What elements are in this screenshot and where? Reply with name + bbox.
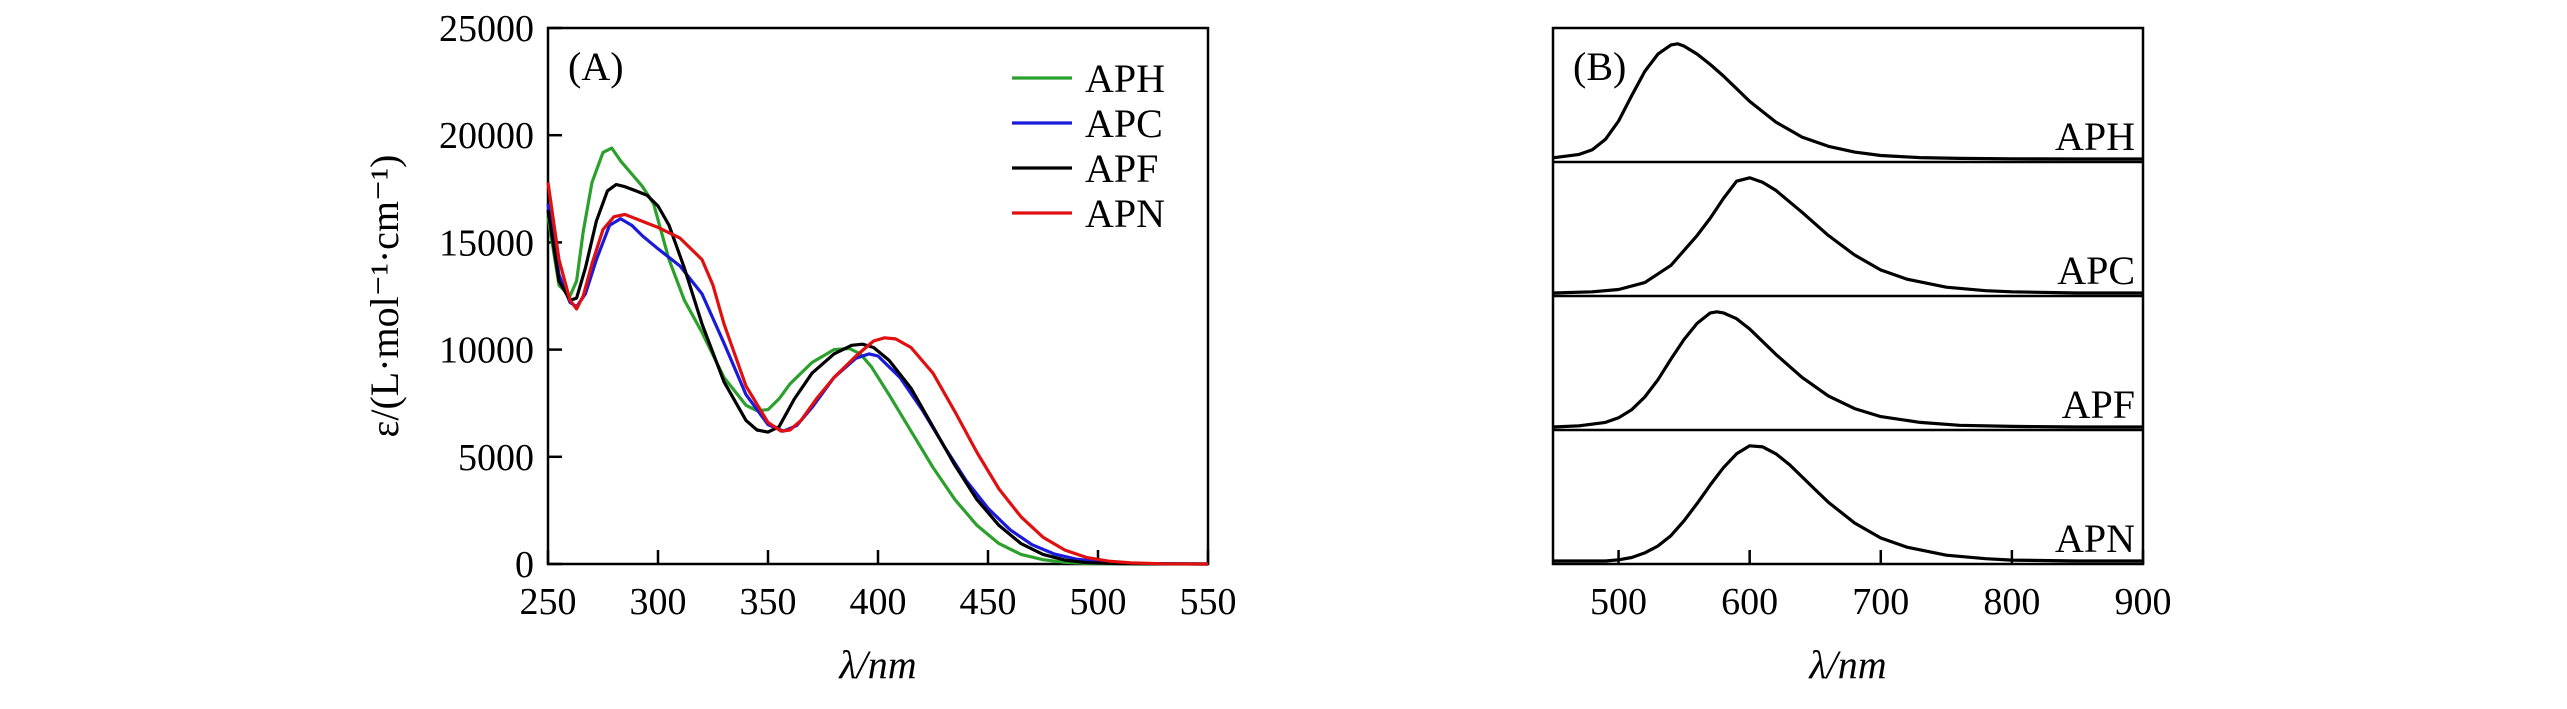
- x-tick-label: 350: [740, 581, 797, 623]
- y-tick-label: 25000: [439, 8, 534, 50]
- legend-label: APN: [1085, 191, 1165, 236]
- panel-label: (A): [568, 44, 624, 89]
- emission-line-apc: [1552, 176, 2143, 295]
- trace-label-aph: APH: [2055, 114, 2135, 159]
- x-tick-label: 600: [1721, 581, 1778, 623]
- trace-label-apf: APF: [2062, 382, 2135, 427]
- x-tick-label: 300: [630, 581, 687, 623]
- series-line-apn: [546, 182, 1209, 566]
- x-tick-label: 400: [850, 581, 907, 623]
- series-line-aph: [546, 146, 1208, 566]
- panel-label: (B): [1573, 44, 1626, 89]
- y-tick-label: 10000: [439, 330, 534, 372]
- x-tick-label: 500: [1070, 581, 1127, 623]
- series-line-apc: [546, 203, 1209, 566]
- x-tick-label: 250: [520, 581, 577, 623]
- y-tick-label: 15000: [439, 222, 534, 264]
- emission-line-aph: [1552, 42, 2143, 161]
- y-tick-label: 5000: [458, 437, 534, 479]
- panel-a-absorption-chart: 250 300 350 400 450 500 550 0 5000 10000 15000 2000…: [362, 8, 1237, 687]
- x-axis-title: λ/nm: [838, 642, 916, 687]
- y-axis-title: ε/(L·mol⁻¹·cm⁻¹): [362, 155, 407, 438]
- x-axis-title: λ/nm: [1808, 642, 1886, 687]
- x-tick-label: 800: [1983, 581, 2040, 623]
- panel-b-emission-chart: 500 600 700 800 900 λ/nm (B) APH APC APF APN: [1551, 26, 2172, 687]
- emission-line-apn: [1553, 444, 2143, 563]
- trace-label-apc: APC: [2057, 248, 2135, 293]
- legend-label: APC: [1085, 101, 1163, 146]
- y-tick-label: 0: [515, 544, 534, 586]
- x-tick-label: 450: [960, 581, 1017, 623]
- x-tick-label: 700: [1852, 581, 1909, 623]
- trace-label-apn: APN: [2055, 516, 2135, 561]
- legend-label: APF: [1085, 146, 1158, 191]
- legend-label: APH: [1085, 56, 1165, 101]
- x-tick-label: 900: [2115, 581, 2172, 623]
- emission-line-apf: [1552, 310, 2143, 429]
- x-tick-label: 550: [1180, 581, 1237, 623]
- y-tick-label: 20000: [439, 115, 534, 157]
- series-line-apf: [546, 182, 1209, 566]
- x-tick-label: 500: [1590, 581, 1647, 623]
